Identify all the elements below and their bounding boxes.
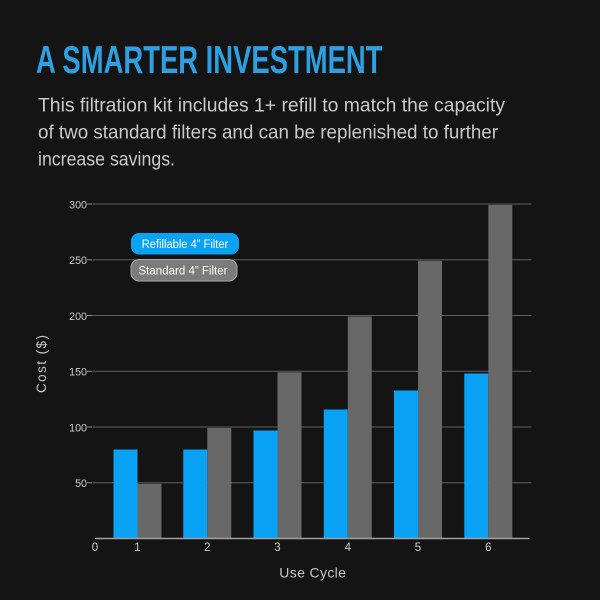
svg-text:A SMARTER INVESTMENT: A SMARTER INVESTMENT bbox=[36, 39, 383, 82]
svg-text:This filtration kit includes 1: This filtration kit includes 1+ refill t… bbox=[38, 95, 505, 117]
svg-text:6: 6 bbox=[485, 542, 491, 554]
svg-text:200: 200 bbox=[69, 311, 87, 323]
svg-text:0: 0 bbox=[92, 542, 98, 554]
svg-text:300: 300 bbox=[69, 199, 87, 211]
svg-text:50: 50 bbox=[75, 478, 87, 490]
svg-text:Refillable 4” Filter: Refillable 4” Filter bbox=[142, 239, 229, 251]
svg-text:4: 4 bbox=[345, 542, 352, 554]
svg-text:1: 1 bbox=[134, 542, 140, 554]
svg-text:5: 5 bbox=[415, 542, 421, 554]
svg-text:150: 150 bbox=[69, 367, 87, 379]
svg-text:3: 3 bbox=[274, 542, 280, 554]
svg-text:Use Cycle: Use Cycle bbox=[279, 565, 346, 581]
svg-text:2: 2 bbox=[204, 542, 210, 554]
svg-text:100: 100 bbox=[69, 422, 87, 434]
svg-text:Cost ($): Cost ($) bbox=[34, 335, 49, 393]
svg-text:250: 250 bbox=[69, 255, 87, 267]
svg-text:increase savings.: increase savings. bbox=[38, 149, 175, 171]
svg-text:of two standard filters and ca: of two standard filters and can be reple… bbox=[38, 122, 498, 144]
svg-text:Standard 4” Filter: Standard 4” Filter bbox=[139, 266, 228, 278]
